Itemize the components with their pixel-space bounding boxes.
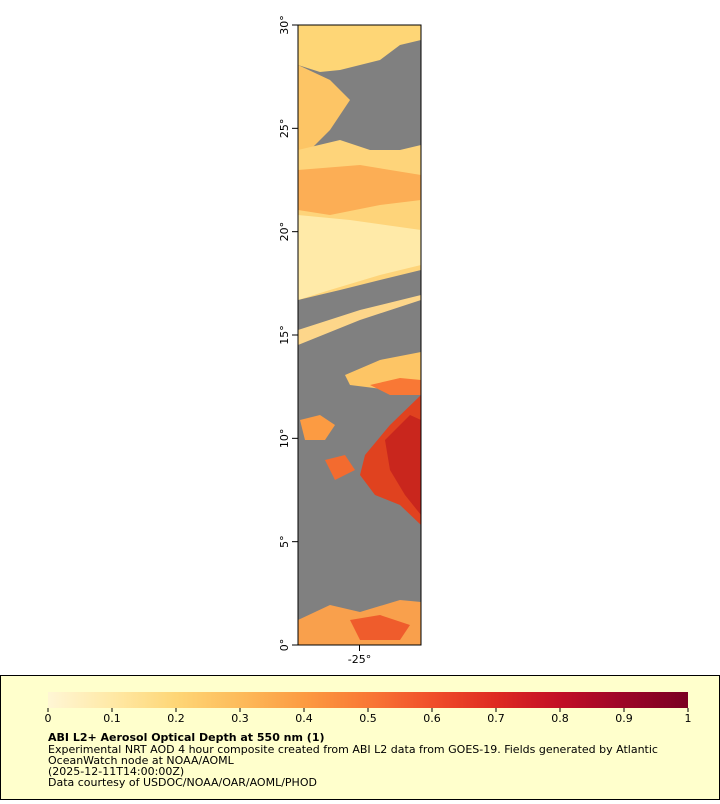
y-tick-label: 30° — [278, 15, 291, 35]
colorbar — [48, 692, 688, 708]
y-tick-label: 20° — [278, 222, 291, 242]
colorbar-tick-label: 0.4 — [295, 712, 313, 725]
colorbar-tick-label: 0.3 — [231, 712, 249, 725]
colorbar-tick-label: 0.1 — [103, 712, 121, 725]
legend-text: Experimental NRT AOD 4 hour composite cr… — [48, 743, 658, 756]
colorbar-tick-label: 1 — [685, 712, 692, 725]
legend-title: ABI L2+ Aerosol Optical Depth at 550 nm … — [48, 731, 325, 744]
y-tick-label: 0° — [278, 639, 291, 652]
colorbar-tick-label: 0.2 — [167, 712, 185, 725]
y-tick-label: 25° — [278, 119, 291, 139]
colorbar-tick-label: 0 — [45, 712, 52, 725]
y-tick-label: 5° — [278, 535, 291, 548]
colorbar-tick-label: 0.7 — [487, 712, 505, 725]
y-tick-label: 10° — [278, 429, 291, 449]
legend-text: OceanWatch node at NOAA/AOML — [48, 754, 235, 767]
x-tick-label: -25° — [348, 653, 371, 666]
colorbar-tick-label: 0.6 — [423, 712, 441, 725]
colorbar-tick-label: 0.8 — [551, 712, 569, 725]
colorbar-tick-label: 0.9 — [615, 712, 633, 725]
map-image — [298, 25, 421, 645]
legend-text: Data courtesy of USDOC/NOAA/OAR/AOML/PHO… — [48, 776, 317, 789]
colorbar-tick-label: 0.5 — [359, 712, 377, 725]
legend-text: (2025-12-11T14:00:00Z) — [48, 765, 184, 778]
y-tick-label: 15° — [278, 325, 291, 345]
